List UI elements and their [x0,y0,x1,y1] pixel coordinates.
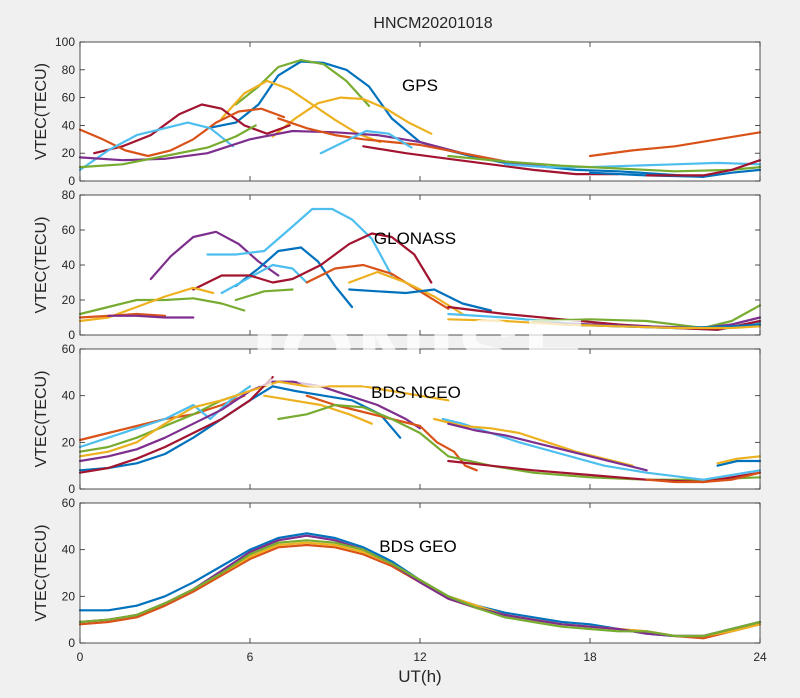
series-line [645,471,762,484]
series-line [447,422,648,472]
y-tick-label: 60 [62,342,76,356]
x-tick-label: 24 [753,650,767,664]
series-line [78,107,286,158]
series-line [716,459,762,467]
y-tick-label: 80 [62,188,76,202]
series-line [532,304,762,330]
x-tick-label: 18 [583,650,597,664]
y-tick-label: 40 [62,543,76,557]
series-line [93,103,291,155]
y-tick-label: 20 [62,435,76,449]
watermark-text: IONISE [251,300,588,407]
series-line [305,263,450,310]
x-tick-label: 0 [77,650,84,664]
panel-label: GPS [402,76,438,95]
series-line [78,286,215,323]
series-line [78,375,274,474]
series-line [348,270,464,316]
series-line [206,60,705,178]
panel-4: 0 20 40 60 VTEC(TECU) BDS GEO [33,496,762,650]
series-line [234,288,294,302]
y-tick-label: 60 [62,496,76,510]
series-line [362,145,620,176]
y-tick-label: 20 [62,146,76,160]
series-line [645,159,762,177]
y-tick-label: 20 [62,589,76,603]
series-line [78,385,252,449]
y-axis-label: VTEC(TECU) [33,525,50,622]
axes-background [80,349,760,489]
series-line [263,394,373,425]
y-tick-label: 60 [62,223,76,237]
panel-3: 0 20 40 60 VTEC(TECU) BDS NGEO [33,342,762,496]
series-line [503,161,762,169]
y-tick-label: 40 [62,118,76,132]
y-tick-label: 20 [62,293,76,307]
series-line [78,297,246,316]
series-line [447,318,762,330]
panel-1: 0 20 40 60 80 100 VTEC(TECU) GPS [33,35,762,188]
figure-title: HNCM20201018 [373,15,492,32]
series-line [319,129,413,155]
series-line [220,79,382,144]
series-line [588,131,762,158]
series-line [716,455,762,465]
y-tick-label: 100 [55,35,75,49]
series-line [107,314,195,319]
series-line [348,288,492,312]
y-axis-label: VTEC(TECU) [33,371,50,468]
axes-background [80,42,760,181]
series-line [78,121,235,171]
series-line [149,230,280,281]
y-tick-label: 0 [68,636,75,650]
panel-label: BDS GEO [379,537,456,556]
y-axis-label: VTEC(TECU) [33,63,50,160]
x-tick-label: 6 [247,650,254,664]
series-line [206,207,393,277]
series-line [234,246,354,309]
panels: 0 20 40 60 80 100 VTEC(TECU) GPS 0 20 40 60 80 VTEC(T… [33,35,762,650]
y-tick-label: 80 [62,63,76,77]
y-tick-label: 40 [62,258,76,272]
shared-x-axis: 0 6 12 18 24 [77,650,767,664]
x-axis-label: UT(h) [398,667,441,686]
series-line [277,117,507,163]
panel-2: 0 20 40 60 80 VTEC(TECU) GLONASS [33,188,762,342]
series-line [588,168,762,178]
series-line [305,394,478,472]
axes-background [80,503,760,643]
panel-label: BDS NGEO [371,383,461,402]
y-tick-label: 0 [68,482,75,496]
series-line [220,263,308,295]
y-tick-label: 0 [68,174,75,188]
y-axis-label: VTEC(TECU) [33,217,50,314]
series-line [78,539,762,638]
x-tick-label: 12 [413,650,427,664]
y-tick-label: 40 [62,389,76,403]
series-line [271,96,433,138]
series-line [192,232,433,291]
panel-label: GLONASS [374,229,456,248]
series-line [78,124,257,169]
y-tick-label: 60 [62,91,76,105]
y-tick-label: 0 [68,328,75,342]
